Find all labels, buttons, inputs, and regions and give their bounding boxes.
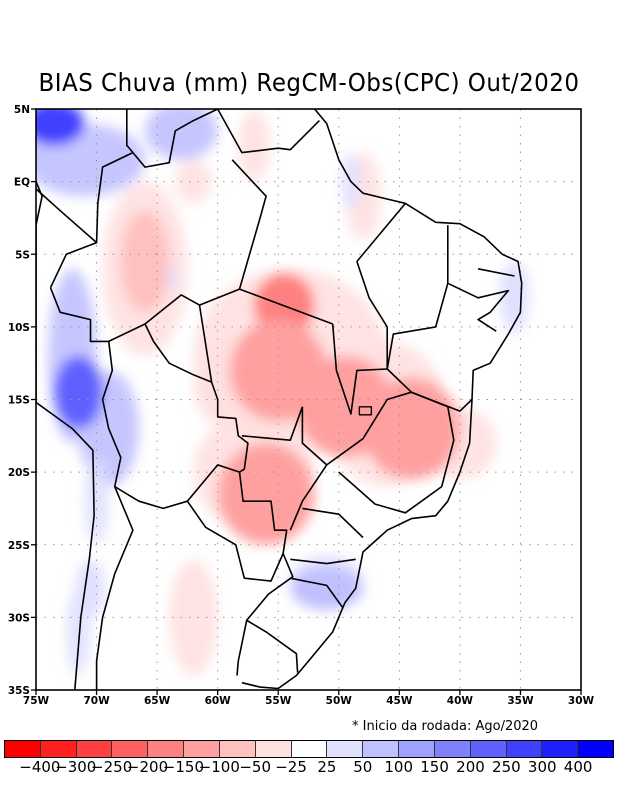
- y-tick-label: 20S: [8, 467, 30, 479]
- border-argentina-chile: [95, 486, 134, 690]
- y-tick-label: 10S: [8, 322, 30, 334]
- colorbar-label: 100: [384, 758, 414, 776]
- colorbar-swatch: [255, 741, 292, 757]
- colorbar-swatch: [506, 741, 543, 757]
- y-tick-label: EQ: [14, 177, 30, 189]
- border-uruguay: [236, 620, 248, 676]
- bias-region: [120, 210, 170, 313]
- y-tick-label: 25S: [8, 540, 30, 552]
- colorbar-swatch: [291, 741, 328, 757]
- colorbar-swatch: [76, 741, 113, 757]
- border-colombia-venezuela: [126, 109, 134, 154]
- border-brazil-west: [49, 287, 299, 673]
- y-tick-label: 5S: [15, 249, 30, 261]
- state-sp-pr: [302, 507, 364, 539]
- bias-region: [290, 566, 363, 611]
- bias-halo: [145, 109, 218, 160]
- x-tick-label: 70W: [83, 695, 110, 707]
- state-ro-am: [144, 288, 240, 325]
- state-ro-mt: [198, 304, 213, 383]
- border-brazil-north: [49, 109, 320, 289]
- footnote: * Inicio da rodada: Ago/2020: [352, 719, 539, 734]
- bias-region: [54, 355, 103, 429]
- colorbar-swatch: [470, 741, 507, 757]
- political-borders: [36, 109, 523, 690]
- bias-region: [499, 261, 529, 320]
- colorbar: [4, 740, 614, 758]
- y-tick-label: 5N: [14, 104, 30, 116]
- colorbar-swatch: [40, 741, 77, 757]
- colorbar-label: 300: [527, 758, 557, 776]
- state-to-e: [356, 261, 388, 369]
- x-tick-label: 55W: [265, 695, 292, 707]
- colorbar-swatch: [578, 741, 614, 757]
- state-mg: [326, 391, 455, 514]
- x-tick-label: 65W: [144, 695, 171, 707]
- colorbar-label: 25: [317, 758, 337, 776]
- x-tick-label: 40W: [447, 695, 474, 707]
- state-rn-pb: [477, 268, 515, 277]
- y-tick-label: 15S: [8, 395, 30, 407]
- state-go-ms: [289, 406, 328, 531]
- colorbar-label: −200: [126, 758, 169, 776]
- bias-region: [217, 443, 315, 545]
- bias-region: [296, 356, 394, 458]
- state-pi-ce: [386, 225, 449, 370]
- colorbar-label: −150: [162, 758, 205, 776]
- state-ne: [447, 282, 510, 332]
- map-plot: 75W 70W 65W 60W 55W 50W 45W 40W 35W 30W 5N EQ 5S 10S…: [8, 104, 595, 707]
- colorbar-label: −100: [198, 758, 240, 776]
- y-tick-label: 35S: [8, 685, 30, 697]
- chart-title: BIAS Chuva (mm) RegCM-Obs(CPC) Out/2020: [38, 68, 580, 97]
- x-tick-label: 35W: [507, 695, 534, 707]
- state-df: [358, 406, 373, 416]
- x-tick-label: 50W: [326, 695, 353, 707]
- state-to-w: [331, 323, 388, 415]
- bias-region: [75, 559, 106, 618]
- x-axis: 75W 70W 65W 60W 55W 50W 45W 40W 35W 30W: [23, 690, 595, 707]
- colorbar-swatch: [184, 741, 220, 757]
- coastline-atlantic: [217, 109, 523, 690]
- x-tick-label: 75W: [23, 695, 50, 707]
- colorbar-swatch: [434, 741, 471, 757]
- colorbar-label: 150: [420, 758, 449, 776]
- colorbar-label: −250: [91, 758, 133, 776]
- bias-region: [36, 109, 85, 146]
- bias-halo: [175, 159, 212, 204]
- colorbar-swatch: [542, 741, 579, 757]
- state-sc-rs: [290, 577, 344, 608]
- colorbar-label: 250: [492, 758, 521, 776]
- y-tick-label: 30S: [8, 612, 30, 624]
- bias-halo: [169, 559, 218, 676]
- colorbar-label: 50: [353, 758, 373, 776]
- x-tick-label: 30W: [568, 695, 595, 707]
- colorbar-label: 400: [563, 758, 593, 776]
- colorbar-swatch: [363, 741, 400, 757]
- colorbar-swatch: [5, 741, 41, 757]
- x-tick-label: 60W: [205, 695, 232, 707]
- state-pr-sc: [290, 558, 356, 565]
- colorbar-swatch: [219, 741, 256, 757]
- colorbar-label: −300: [55, 758, 97, 776]
- border-peru-colombia: [36, 188, 98, 244]
- colorbar-label: 200: [456, 758, 485, 776]
- bias-halo: [238, 109, 270, 182]
- colorbar-labels: −400 −300 −250 −200 −150 −100 −50 −25 25 50 100 150…: [0, 758, 618, 778]
- colorbar-swatch: [112, 741, 149, 757]
- colorbar-label: −25: [275, 758, 307, 776]
- colorbar-swatch: [327, 741, 364, 757]
- x-tick-label: 45W: [386, 695, 413, 707]
- coastline-pacific: [36, 181, 95, 690]
- colorbar-swatch: [399, 741, 435, 757]
- state-pa-mt: [239, 288, 333, 325]
- gridlines: [36, 109, 581, 690]
- colorbar-label: −400: [19, 758, 61, 776]
- colorbar-swatch: [148, 741, 185, 757]
- state-mt-ms: [241, 406, 304, 441]
- y-axis: 5N EQ 5S 10S 15S 20S 25S 30S 35S: [8, 104, 36, 697]
- border-argentina-paraguay: [186, 500, 284, 582]
- state-am-pa: [231, 159, 267, 290]
- colorbar-label: −50: [239, 758, 271, 776]
- state-ma-pi: [356, 202, 407, 263]
